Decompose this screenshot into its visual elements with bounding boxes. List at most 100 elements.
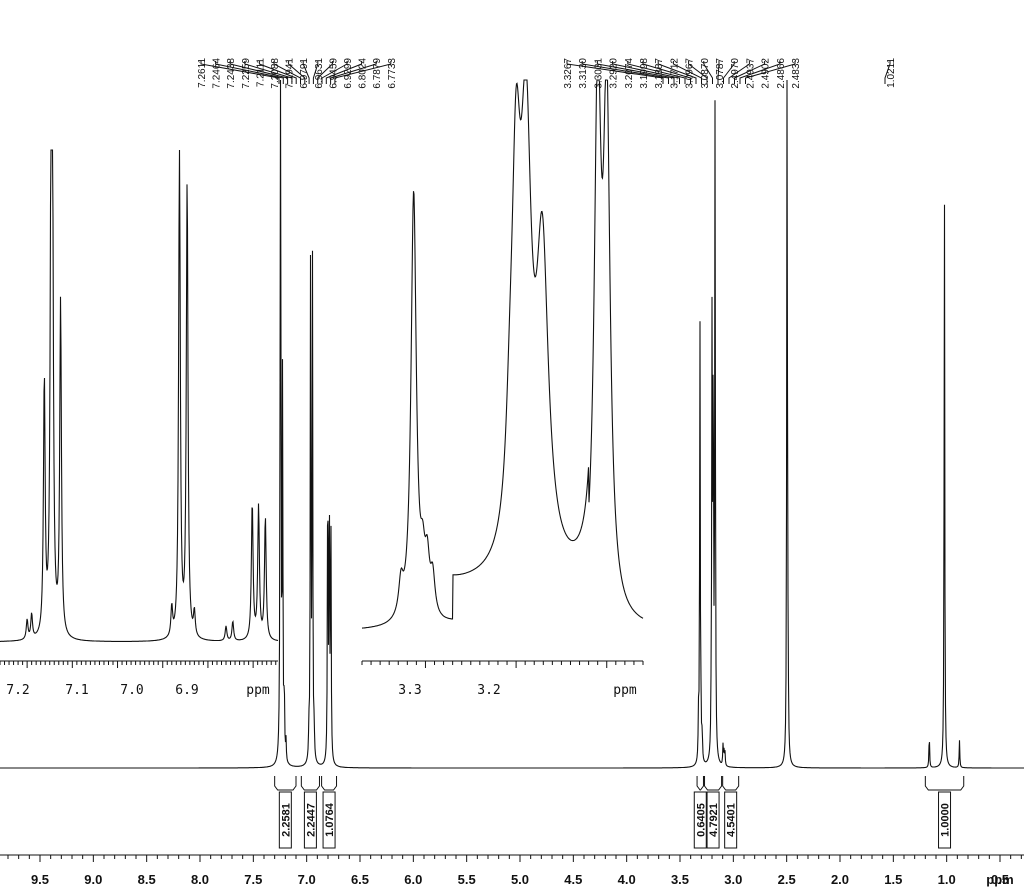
peak-label: 7.2611 bbox=[197, 58, 208, 88]
peak-label: 3.3031 bbox=[593, 58, 604, 89]
peak-label: 2.4866 bbox=[776, 58, 787, 89]
peak-label-leader bbox=[627, 61, 686, 84]
peak-label-leader bbox=[728, 61, 750, 84]
peak-label: 7.2464 bbox=[212, 58, 223, 89]
peak-label-leader bbox=[672, 61, 702, 84]
peak-label-leader bbox=[258, 61, 297, 84]
peak-label-leader bbox=[317, 61, 333, 84]
peak-label: 3.2920 bbox=[609, 58, 620, 89]
peak-label: 3.0967 bbox=[685, 58, 696, 89]
peak-label-leader bbox=[229, 61, 289, 84]
inset-tick-label: 7.2 bbox=[6, 683, 29, 698]
integral-bracket bbox=[321, 776, 338, 791]
integral-box bbox=[322, 791, 336, 849]
main-x-tick-label: 4.0 bbox=[618, 872, 636, 887]
inset-tick-label: 7.1 bbox=[65, 683, 88, 698]
main-x-tick-label: 5.5 bbox=[458, 872, 476, 887]
main-x-tick-label: 7.0 bbox=[298, 872, 316, 887]
main-x-axis-ticks bbox=[7, 855, 1022, 862]
integral-box bbox=[278, 791, 292, 849]
peak-label: 7.2111 bbox=[255, 58, 266, 88]
main-x-tick-label: 0.5 bbox=[991, 872, 1009, 887]
peak-label: 6.7733 bbox=[387, 58, 398, 89]
peak-labels: 7.2611 7.2464 7.2438 7.2259 7.2111 7.2088 7.19… bbox=[197, 58, 897, 89]
main-x-tick-label: 9.5 bbox=[31, 872, 49, 887]
peak-label-leader bbox=[739, 61, 781, 84]
peak-label: 3.3130 bbox=[578, 58, 589, 89]
peak-label-leader bbox=[703, 61, 713, 84]
peak-label-leader bbox=[566, 61, 664, 84]
integral-bracket bbox=[696, 776, 704, 791]
main-x-tick-label: 8.5 bbox=[138, 872, 156, 887]
main-x-tick-label: 6.0 bbox=[404, 872, 422, 887]
peak-label: 6.9631 bbox=[314, 58, 325, 89]
peak-label: 7.1941 bbox=[285, 58, 296, 89]
peak-label: 3.3267 bbox=[563, 58, 574, 89]
integral-bracket bbox=[704, 776, 723, 791]
inset-aliphatic-trace bbox=[362, 79, 644, 629]
inset-aromatic-expansion: 7.2 7.1 7.0 6.9 ppm bbox=[0, 149, 279, 698]
peak-label-leader bbox=[200, 61, 280, 84]
integral-value: 1.0000 bbox=[940, 803, 952, 837]
peak-label: 6.9791 bbox=[299, 58, 310, 89]
peak-label-leader bbox=[581, 61, 669, 84]
integral-bracket bbox=[924, 776, 965, 791]
peak-label-leader bbox=[884, 61, 891, 84]
main-x-tick-label: 6.5 bbox=[351, 872, 369, 887]
main-x-tick-label: 7.5 bbox=[244, 872, 262, 887]
peak-label: 7.2088 bbox=[270, 58, 281, 89]
peak-label-leader bbox=[312, 61, 319, 84]
main-x-tick-label: 8.0 bbox=[191, 872, 209, 887]
integral-value: 0.6405 bbox=[695, 803, 707, 837]
main-x-tick-label: 2.5 bbox=[778, 872, 796, 887]
peak-label: 1.0211 bbox=[886, 58, 897, 88]
peak-label: 6.9299 bbox=[343, 58, 354, 89]
integral-value: 2.2581 bbox=[280, 803, 292, 837]
peak-label-leader bbox=[723, 61, 735, 84]
peak-label: 3.1887 bbox=[654, 58, 665, 89]
integral-bracket bbox=[274, 776, 297, 791]
inset-tick-label: 6.9 bbox=[175, 683, 198, 698]
inset-tick-label: ppm bbox=[246, 683, 270, 698]
peak-label-leader bbox=[734, 61, 766, 84]
main-x-tick-label: 1.0 bbox=[938, 872, 956, 887]
peak-label: 2.4937 bbox=[745, 58, 756, 89]
peak-label: 3.0787 bbox=[715, 58, 726, 89]
peak-label: 3.2074 bbox=[624, 58, 635, 89]
peak-label-leader bbox=[215, 61, 284, 84]
integral-box bbox=[938, 791, 952, 849]
inset-aromatic-ticks: 7.2 7.1 7.0 6.9 ppm bbox=[0, 661, 277, 698]
peak-label-leader bbox=[325, 61, 363, 84]
main-x-tick-label: 3.0 bbox=[724, 872, 742, 887]
peak-label: 2.4833 bbox=[791, 58, 802, 89]
integral-regions: 2.2581 2.2447 1.0764 0.6405 4.7921 4.5401 1.00… bbox=[274, 776, 965, 849]
peak-label-leader bbox=[688, 61, 708, 84]
peak-label-leader bbox=[745, 61, 796, 84]
peak-label: 3.1998 bbox=[639, 58, 650, 89]
main-x-tick-label: 1.5 bbox=[884, 872, 902, 887]
peak-label: 6.8024 bbox=[358, 58, 369, 89]
peak-label-leader bbox=[334, 61, 392, 84]
peak-label-leader bbox=[302, 61, 310, 84]
integral-value: 1.0764 bbox=[324, 802, 336, 837]
peak-label-leader bbox=[273, 61, 301, 84]
peak-label: 2.4902 bbox=[761, 58, 772, 89]
integral-value: 2.2447 bbox=[305, 803, 317, 837]
inset-tick-label: 3.2 bbox=[477, 683, 500, 698]
peak-label-leader bbox=[612, 61, 680, 84]
peak-label-leader bbox=[244, 61, 293, 84]
peak-label: 3.0870 bbox=[700, 58, 711, 89]
integral-value: 4.5401 bbox=[726, 803, 738, 837]
inset-tick-label: 3.3 bbox=[398, 683, 421, 698]
integral-value: 4.7921 bbox=[708, 803, 720, 837]
integral-box bbox=[693, 791, 707, 849]
main-x-tick-label: 5.0 bbox=[511, 872, 529, 887]
peak-label-leader bbox=[657, 61, 697, 84]
peak-label: 7.2438 bbox=[226, 58, 237, 89]
peak-label: 7.2259 bbox=[241, 58, 252, 89]
integral-box bbox=[706, 791, 720, 849]
peak-label: 6.7879 bbox=[372, 58, 383, 89]
integral-box bbox=[724, 791, 738, 849]
peak-label-leader bbox=[288, 61, 306, 84]
